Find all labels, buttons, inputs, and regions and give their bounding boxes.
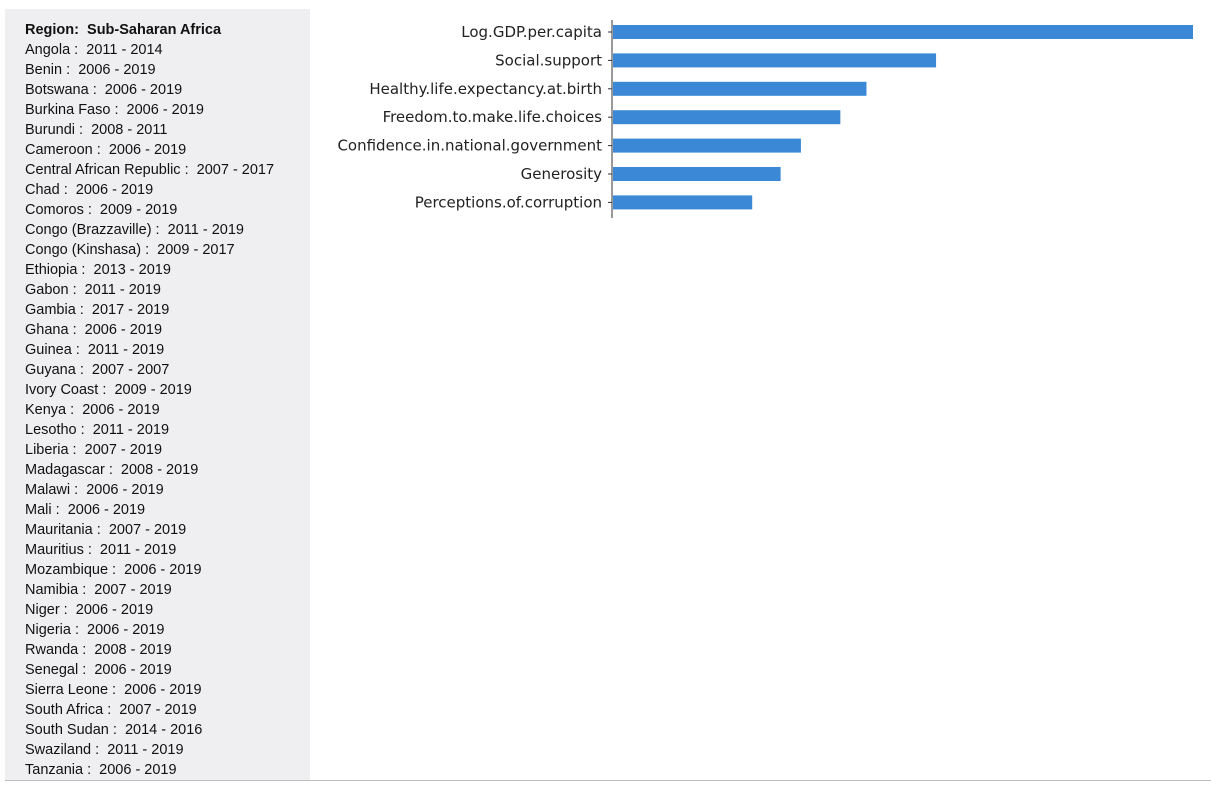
country-item: Mali : 2006 - 2019 bbox=[25, 500, 274, 520]
category-label: Healthy.life.expectancy.at.birth bbox=[369, 80, 602, 98]
category-label: Perceptions.of.corruption bbox=[415, 193, 602, 211]
country-item: Namibia : 2007 - 2019 bbox=[25, 580, 274, 600]
country-item: Sierra Leone : 2006 - 2019 bbox=[25, 680, 274, 700]
bar bbox=[613, 195, 752, 209]
region-sidebar: Region: Sub-Saharan Africa Angola : 2011… bbox=[5, 9, 310, 780]
bar bbox=[613, 53, 936, 67]
country-item: Tanzania : 2006 - 2019 bbox=[25, 760, 274, 780]
category-label: Generosity bbox=[521, 165, 602, 183]
chart-area: Log.GDP.per.capita Social.support Healthy.… bbox=[312, 0, 1211, 240]
country-item: South Sudan : 2014 - 2016 bbox=[25, 720, 274, 740]
country-item: Burkina Faso : 2006 - 2019 bbox=[25, 100, 274, 120]
country-item: Mauritania : 2007 - 2019 bbox=[25, 520, 274, 540]
country-item: Swaziland : 2011 - 2019 bbox=[25, 740, 274, 760]
country-item: Ghana : 2006 - 2019 bbox=[25, 320, 274, 340]
country-item: Malawi : 2006 - 2019 bbox=[25, 480, 274, 500]
country-item: Ethiopia : 2013 - 2019 bbox=[25, 260, 274, 280]
country-item: Burundi : 2008 - 2011 bbox=[25, 120, 274, 140]
category-label: Log.GDP.per.capita bbox=[461, 23, 602, 41]
country-item: Nigeria : 2006 - 2019 bbox=[25, 620, 274, 640]
country-item: Central African Republic : 2007 - 2017 bbox=[25, 160, 274, 180]
country-item: Comoros : 2009 - 2019 bbox=[25, 200, 274, 220]
country-list: Angola : 2011 - 2014 Benin : 2006 - 2019 B… bbox=[25, 40, 274, 780]
country-item: Congo (Brazzaville) : 2011 - 2019 bbox=[25, 220, 274, 240]
country-item: Mauritius : 2011 - 2019 bbox=[25, 540, 274, 560]
country-item: Madagascar : 2008 - 2019 bbox=[25, 460, 274, 480]
bar-chart: Log.GDP.per.capita Social.support Healthy.… bbox=[312, 0, 1211, 240]
region-header: Region: Sub-Saharan Africa bbox=[25, 20, 221, 40]
bar bbox=[613, 139, 801, 153]
country-item: Botswana : 2006 - 2019 bbox=[25, 80, 274, 100]
country-item: Liberia : 2007 - 2019 bbox=[25, 440, 274, 460]
country-item: Cameroon : 2006 - 2019 bbox=[25, 140, 274, 160]
country-item: Kenya : 2006 - 2019 bbox=[25, 400, 274, 420]
country-item: Lesotho : 2011 - 2019 bbox=[25, 420, 274, 440]
country-item: Chad : 2006 - 2019 bbox=[25, 180, 274, 200]
bottom-divider bbox=[5, 780, 1211, 781]
country-item: South Africa : 2007 - 2019 bbox=[25, 700, 274, 720]
bar bbox=[613, 110, 840, 124]
bar bbox=[613, 82, 866, 96]
bar bbox=[613, 25, 1193, 39]
category-label: Social.support bbox=[495, 51, 602, 69]
country-item: Niger : 2006 - 2019 bbox=[25, 600, 274, 620]
category-label: Confidence.in.national.government bbox=[337, 137, 602, 155]
country-item: Congo (Kinshasa) : 2009 - 2017 bbox=[25, 240, 274, 260]
country-item: Angola : 2011 - 2014 bbox=[25, 40, 274, 60]
country-item: Ivory Coast : 2009 - 2019 bbox=[25, 380, 274, 400]
country-item: Guyana : 2007 - 2007 bbox=[25, 360, 274, 380]
country-item: Guinea : 2011 - 2019 bbox=[25, 340, 274, 360]
country-item: Benin : 2006 - 2019 bbox=[25, 60, 274, 80]
country-item: Rwanda : 2008 - 2019 bbox=[25, 640, 274, 660]
category-label: Freedom.to.make.life.choices bbox=[383, 108, 603, 126]
country-item: Gabon : 2011 - 2019 bbox=[25, 280, 274, 300]
bar bbox=[613, 167, 781, 181]
country-item: Mozambique : 2006 - 2019 bbox=[25, 560, 274, 580]
country-item: Gambia : 2017 - 2019 bbox=[25, 300, 274, 320]
country-item: Senegal : 2006 - 2019 bbox=[25, 660, 274, 680]
